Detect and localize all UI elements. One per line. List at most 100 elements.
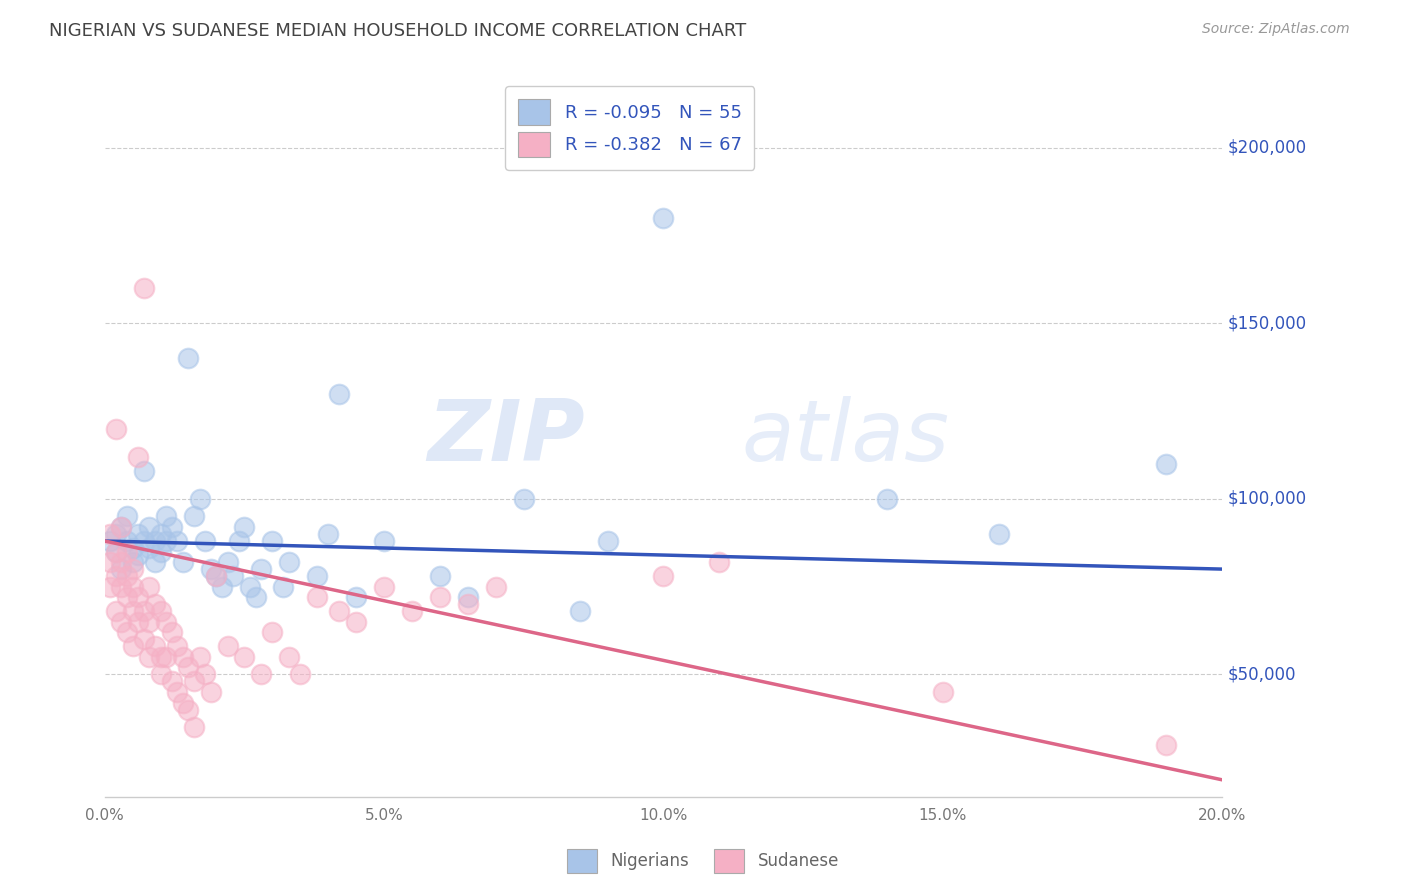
Text: atlas: atlas [741, 396, 949, 479]
Point [104, 544, 127, 558]
Point [328, 604, 350, 618]
Point [138, 541, 160, 555]
Point [166, 685, 188, 699]
Point [177, 702, 200, 716]
Point [568, 604, 591, 618]
Point [104, 544, 127, 558]
Point [211, 580, 233, 594]
Point [149, 667, 172, 681]
Legend: R = -0.095   N = 55, R = -0.382   N = 67: R = -0.095 N = 55, R = -0.382 N = 67 [505, 87, 755, 170]
Text: ZIP: ZIP [427, 396, 585, 479]
Point [110, 580, 132, 594]
Point [121, 604, 143, 618]
Point [155, 534, 177, 549]
Point [115, 544, 138, 558]
Point [127, 590, 149, 604]
Point [177, 660, 200, 674]
Point [110, 520, 132, 534]
Point [115, 590, 138, 604]
Point [200, 685, 222, 699]
Point [931, 685, 953, 699]
Point [110, 520, 132, 534]
Point [104, 527, 127, 541]
Point [132, 632, 155, 647]
Point [987, 527, 1010, 541]
Point [328, 386, 350, 401]
Point [183, 720, 205, 734]
Point [709, 555, 731, 569]
Point [143, 555, 166, 569]
Text: NIGERIAN VS SUDANESE MEDIAN HOUSEHOLD INCOME CORRELATION CHART: NIGERIAN VS SUDANESE MEDIAN HOUSEHOLD IN… [49, 22, 747, 40]
Point [250, 562, 273, 576]
Point [160, 674, 183, 689]
Point [121, 580, 143, 594]
Point [98, 527, 121, 541]
Point [121, 640, 143, 654]
Point [121, 555, 143, 569]
Point [127, 615, 149, 629]
Point [166, 534, 188, 549]
Point [104, 422, 127, 436]
Point [316, 527, 339, 541]
Point [183, 509, 205, 524]
Point [429, 569, 451, 583]
Point [228, 534, 250, 549]
Point [183, 674, 205, 689]
Legend: Nigerians, Sudanese: Nigerians, Sudanese [561, 842, 845, 880]
Point [217, 640, 239, 654]
Point [149, 649, 172, 664]
Point [104, 604, 127, 618]
Point [138, 615, 160, 629]
Point [132, 464, 155, 478]
Point [121, 541, 143, 555]
Point [138, 580, 160, 594]
Point [155, 649, 177, 664]
Point [1154, 457, 1177, 471]
Point [132, 281, 155, 295]
Point [121, 562, 143, 576]
Point [233, 520, 256, 534]
Point [143, 640, 166, 654]
Point [104, 569, 127, 583]
Text: Source: ZipAtlas.com: Source: ZipAtlas.com [1202, 22, 1350, 37]
Point [115, 625, 138, 640]
Text: $200,000: $200,000 [1227, 138, 1306, 157]
Point [149, 527, 172, 541]
Point [233, 649, 256, 664]
Point [160, 625, 183, 640]
Point [205, 569, 228, 583]
Point [138, 649, 160, 664]
Point [485, 580, 508, 594]
Text: $100,000: $100,000 [1227, 490, 1306, 508]
Point [512, 491, 534, 506]
Point [273, 580, 295, 594]
Point [205, 569, 228, 583]
Point [457, 590, 479, 604]
Point [172, 649, 194, 664]
Point [143, 597, 166, 611]
Point [245, 590, 267, 604]
Point [596, 534, 619, 549]
Point [344, 615, 367, 629]
Point [876, 491, 898, 506]
Point [222, 569, 245, 583]
Point [172, 555, 194, 569]
Point [305, 590, 328, 604]
Point [160, 520, 183, 534]
Point [194, 534, 217, 549]
Text: $50,000: $50,000 [1227, 665, 1296, 683]
Point [262, 534, 284, 549]
Point [155, 615, 177, 629]
Text: $150,000: $150,000 [1227, 314, 1306, 332]
Point [305, 569, 328, 583]
Point [239, 580, 262, 594]
Point [652, 569, 675, 583]
Point [166, 640, 188, 654]
Point [1154, 738, 1177, 752]
Point [290, 667, 312, 681]
Point [250, 667, 273, 681]
Point [278, 555, 301, 569]
Point [194, 667, 217, 681]
Point [115, 509, 138, 524]
Point [188, 649, 211, 664]
